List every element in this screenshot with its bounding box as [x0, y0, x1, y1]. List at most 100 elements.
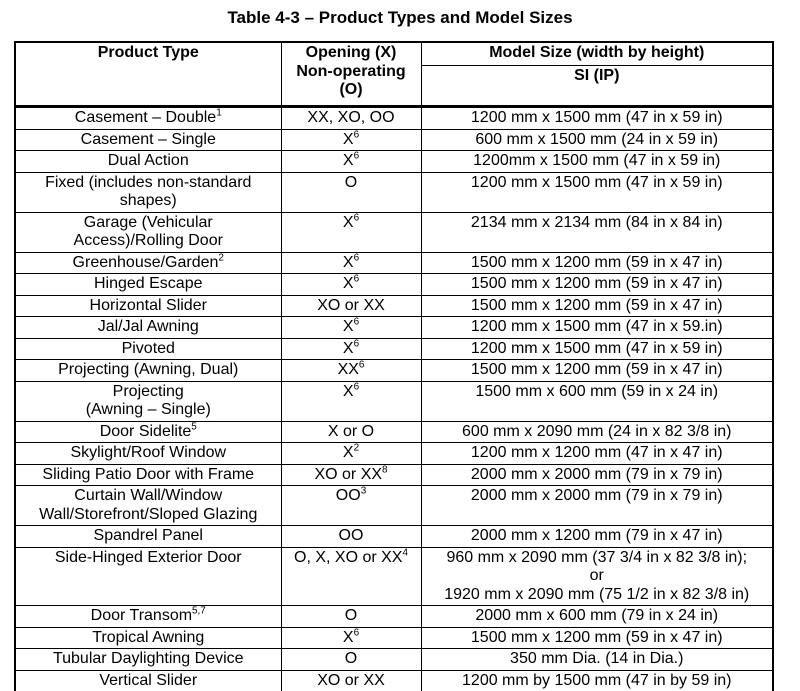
model-size-cell: 2000 mm x 1200 mm (79 in x 47 in) [420, 525, 774, 548]
model-size-cell: 2000 mm x 2000 mm (79 in x 79 in) [420, 463, 774, 486]
model-size-cell: 1500 mm x 1200 mm (59 in x 47 in) [420, 294, 774, 317]
opening-cell: X6 [280, 211, 422, 253]
model-size-cell: 600 mm x 2090 mm (24 in x 82 3/8 in) [420, 420, 774, 443]
model-size-cell-text: 1200 mm x 1500 mm (47 in x 59 in) [470, 339, 723, 357]
footnote-marker: 6 [353, 212, 360, 224]
opening-cell-text: OO3 [335, 485, 367, 505]
footnote-marker: 6 [353, 381, 360, 393]
table-row: Vertical Slider XO or XX 1200 mm by 1500 m… [14, 669, 774, 691]
table-row: Casement – Single X6 600 mm x 1500 mm (24 … [14, 128, 774, 151]
opening-cell-text: X6 [342, 316, 360, 335]
product-type-cell: Casement – Single [14, 128, 282, 151]
opening-cell: XO or XX [280, 669, 422, 691]
product-type-cell: Skylight/Roof Window [14, 442, 282, 465]
opening-cell-text: O [344, 173, 358, 191]
table-row: Door Transom5,7 O 2000 mm x 600 mm (79 in … [14, 605, 774, 628]
table-row: Hinged Escape X6 1500 mm x 1200 mm (59 in … [14, 273, 774, 296]
model-size-cell: 1200 mm x 1200 mm (47 in x 47 in) [420, 442, 774, 465]
model-size-cell: 1500 mm x 1200 mm (59 in x 47 in) [420, 251, 774, 274]
opening-cell: X6 [280, 273, 422, 296]
header-si-ip-label: SI (IP) [574, 67, 620, 84]
product-type-cell: Sliding Patio Door with Frame [14, 463, 282, 486]
opening-cell: OO [280, 525, 422, 548]
footnote-marker: 1 [216, 107, 222, 119]
product-type-cell-text: Projecting [112, 382, 184, 400]
footnote-marker: 6 [353, 252, 360, 264]
product-type-cell-text: Tropical Awning [92, 628, 205, 646]
product-type-cell-text: Dual Action [107, 152, 189, 169]
model-size-cell-text: 1200mm x 1500 mm (47 in x 59 in) [473, 152, 721, 169]
model-size-cell: 1200 mm x 1500 mm (47 in x 59 in) [420, 337, 774, 360]
product-types-table: Product Type Opening (X) Non-operating (… [14, 41, 774, 691]
model-size-cell-text: 2134 mm x 2134 mm (84 in x 84 in) [470, 213, 723, 231]
table-title: Table 4-3 – Product Types and Model Size… [227, 8, 573, 27]
opening-cell: O [280, 648, 422, 671]
footnote-marker: 6 [358, 359, 365, 371]
table-row: Pivoted X6 1200 mm x 1500 mm (47 in x 59 i… [14, 337, 774, 360]
model-size-cell-text: 1500 mm x 1200 mm (59 in x 47 in) [470, 296, 723, 314]
opening-cell: O, X, XO or XX4 [280, 546, 422, 606]
product-type-cell: Door Transom5,7 [14, 605, 282, 628]
opening-cell-text: O [344, 607, 358, 624]
model-size-cell-text: 2000 mm x 2000 mm (79 in x 79 in) [470, 465, 723, 483]
product-type-cell: Horizontal Slider [14, 294, 282, 317]
model-size-cell: 600 mm x 1500 mm (24 in x 59 in) [420, 128, 774, 151]
model-size-cell-text: 2000 mm x 2000 mm (79 in x 79 in) [470, 487, 723, 504]
header-si-ip: SI (IP) [420, 65, 774, 108]
table-row: Greenhouse/Garden2 X6 1500 mm x 1200 mm (5… [14, 251, 774, 274]
opening-cell: X6 [280, 337, 422, 360]
opening-cell: X6 [280, 150, 422, 173]
model-size-cell: 350 mm Dia. (14 in Dia.) [420, 648, 774, 671]
opening-cell-text: XO or XX [317, 296, 385, 314]
product-type-cell: Vertical Slider [14, 669, 282, 691]
model-size-cell-text: 1200 mm by 1500 mm (47 in by 59 in) [462, 671, 732, 689]
opening-cell-text: XX, XO, OO [307, 109, 395, 126]
model-size-cell: 1500 mm x 1200 mm (59 in x 47 in) [420, 359, 774, 382]
header-opening-line2: Non-operating [296, 62, 406, 80]
model-size-cell-text: 1920 mm x 2090 mm (75 1/2 in x 82 3/8 in… [444, 585, 750, 603]
table-row: Side-Hinged Exterior Door O, X, XO or XX4… [14, 546, 774, 606]
model-size-cell: 1200 mm x 1500 mm (47 in x 59 in) [420, 106, 774, 130]
opening-cell-text: X6 [342, 338, 360, 357]
table-row: Projecting (Awning – Single) X6 1500 mm x 6… [14, 380, 774, 422]
table-row: Tubular Daylighting Device O 350 mm Dia. (… [14, 648, 774, 671]
product-type-cell: Side-Hinged Exterior Door [14, 546, 282, 606]
footnote-marker: 6 [353, 338, 360, 350]
model-size-cell-text: 1500 mm x 600 mm (59 in x 24 in) [475, 382, 719, 400]
footnote-marker: 2 [218, 252, 224, 264]
opening-cell: XX, XO, OO [280, 106, 422, 130]
product-type-cell-text: Pivoted [121, 339, 175, 357]
opening-cell-text: X6 [342, 150, 360, 169]
product-type-cell: Projecting (Awning, Dual) [14, 359, 282, 382]
opening-cell-text: O, X, XO or XX4 [294, 547, 408, 566]
product-type-cell: Greenhouse/Garden2 [14, 251, 282, 274]
table-row: Sliding Patio Door with Frame XO or XX8 20… [14, 463, 774, 486]
product-type-cell-text: Casement – Double1 [74, 107, 222, 126]
header-model-size: Model Size (width by height) [420, 41, 774, 66]
header-model-size-label: Model Size (width by height) [489, 44, 705, 61]
model-size-cell-text: 1500 mm x 1200 mm (59 in x 47 in) [470, 628, 723, 646]
model-size-cell-text: 960 mm x 2090 mm (37 3/4 in x 82 3/8 in)… [446, 548, 748, 566]
product-type-cell-text: Casement – Single [80, 130, 216, 148]
model-size-cell: 2000 mm x 600 mm (79 in x 24 in) [420, 605, 774, 628]
table-body: Casement – Double1 XX, XO, OO 1200 mm x 15… [14, 106, 774, 691]
product-type-cell-text: Vertical Slider [99, 671, 198, 689]
product-type-cell-text: Projecting (Awning, Dual) [58, 361, 239, 378]
product-type-cell-text: Sliding Patio Door with Frame [42, 465, 255, 483]
table-row: Spandrel Panel OO 2000 mm x 1200 mm (79 in… [14, 525, 774, 548]
footnote-marker: 6 [353, 150, 360, 162]
model-size-cell: 2000 mm x 2000 mm (79 in x 79 in) [420, 485, 774, 526]
opening-cell: X6 [280, 316, 422, 339]
model-size-cell-text: 1500 mm x 1200 mm (59 in x 47 in) [470, 253, 723, 271]
footnote-marker: 5,7 [192, 605, 206, 617]
product-type-cell: Curtain Wall/Window Wall/Storefront/Slope… [14, 485, 282, 526]
header-product-type-label: Product Type [97, 44, 199, 61]
product-type-cell-text: Spandrel Panel [93, 527, 203, 544]
product-type-cell-text: Fixed (includes non-standard [45, 173, 252, 191]
model-size-cell: 2134 mm x 2134 mm (84 in x 84 in) [420, 211, 774, 253]
footnote-marker: 6 [353, 316, 360, 328]
footnote-marker: 6 [353, 627, 360, 639]
product-type-cell: Tropical Awning [14, 626, 282, 649]
opening-cell: OO3 [280, 485, 422, 526]
product-type-cell-text: Curtain Wall/Window [74, 487, 223, 504]
